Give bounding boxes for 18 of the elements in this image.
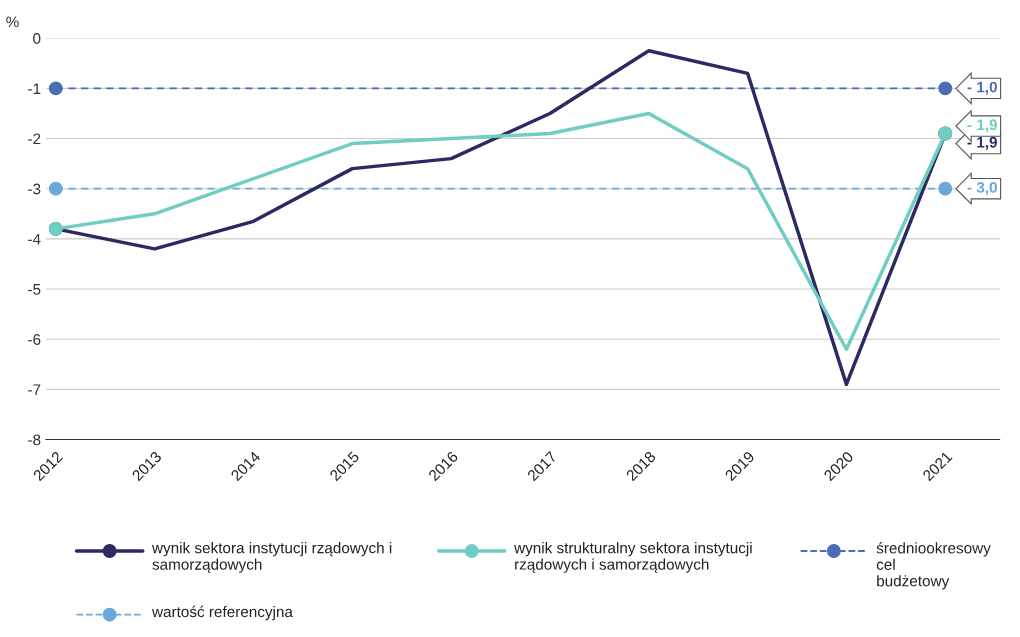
data-label: - 1,9: [967, 136, 997, 150]
y-tick-label: -5: [28, 284, 41, 295]
y-tick-label: -8: [28, 434, 41, 446]
y-axis-title: %: [6, 16, 19, 28]
y-tick-label: -2: [28, 133, 41, 145]
y-tick-label: -3: [28, 183, 41, 195]
y-tick-label: 0: [33, 33, 41, 44]
legend-label: wynik strukturalny sektora instytucji rządowych i samorządowych: [514, 542, 752, 573]
legend-label: średniookresowy cel budżetowy: [876, 542, 991, 590]
data-label: - 1,0: [967, 81, 997, 95]
y-tick-label: -6: [28, 334, 41, 345]
legend-label: wynik sektora instytucji rządowych i samorządowych: [151, 542, 392, 573]
data-label: - 3,0: [967, 181, 997, 196]
y-tick-label: -4: [28, 233, 41, 245]
y-tick-label: -7: [28, 384, 41, 395]
legend-label: wartość referencyjna: [151, 605, 293, 621]
y-tick-label: -1: [28, 83, 41, 94]
data-label: - 1,9: [967, 119, 997, 133]
